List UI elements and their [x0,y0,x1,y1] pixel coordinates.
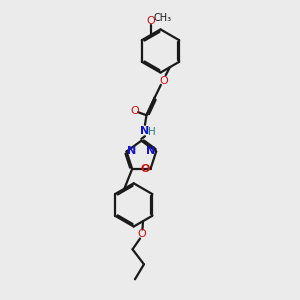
Text: O: O [147,16,155,26]
Text: N: N [127,146,136,157]
Text: N: N [140,126,150,136]
Text: N: N [146,146,156,157]
Text: H: H [148,127,155,137]
Text: CH₃: CH₃ [154,13,172,23]
Text: O: O [141,164,150,174]
Text: O: O [130,106,139,116]
Text: O: O [159,76,168,86]
Text: O: O [137,229,146,239]
